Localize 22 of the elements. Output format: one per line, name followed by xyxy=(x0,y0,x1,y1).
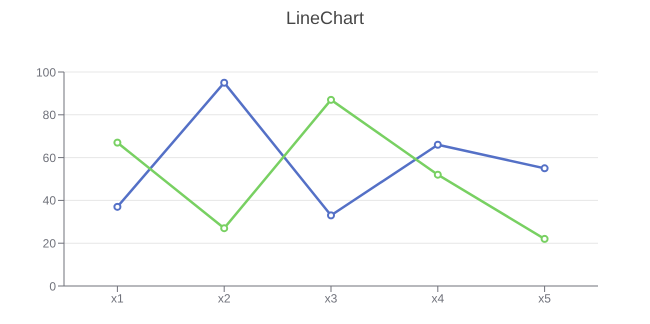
y-tick-label: 100 xyxy=(36,65,56,80)
y-tick-label: 40 xyxy=(42,194,56,208)
y-tick-label: 0 xyxy=(49,279,56,294)
point xyxy=(327,96,335,104)
point xyxy=(540,164,549,172)
chart-title: LineChart xyxy=(284,8,366,29)
x-tick-label: x3 xyxy=(324,292,338,306)
x-tick-label: x1 xyxy=(111,292,124,306)
x-tick-label: x2 xyxy=(218,292,231,306)
point xyxy=(540,234,549,243)
y-tick-label: 60 xyxy=(42,150,56,165)
point xyxy=(113,138,122,147)
x-tick-label: x5 xyxy=(538,292,552,306)
point xyxy=(434,170,442,179)
point xyxy=(327,211,335,220)
x-tick-label: x4 xyxy=(431,292,444,306)
point xyxy=(434,140,442,149)
point xyxy=(220,78,228,87)
y-tick-label: 20 xyxy=(42,236,56,250)
point xyxy=(220,224,228,232)
y-tick-label: 80 xyxy=(42,108,56,122)
point xyxy=(113,202,122,211)
